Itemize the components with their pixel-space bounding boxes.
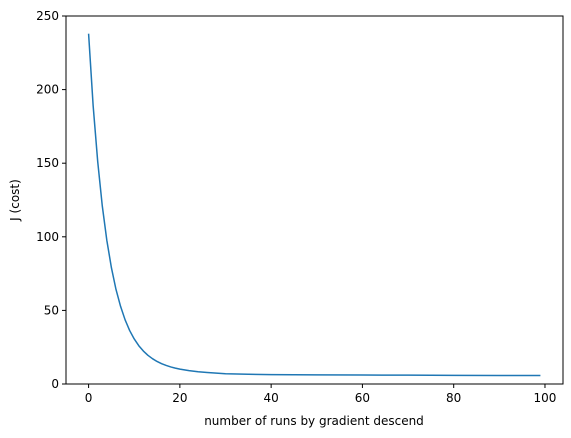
x-tick-label: 80 bbox=[446, 391, 461, 405]
y-tick-label: 250 bbox=[36, 9, 59, 23]
y-axis-label: J (cost) bbox=[8, 179, 22, 222]
y-tick-label: 150 bbox=[36, 156, 59, 170]
y-tick-label: 50 bbox=[44, 303, 59, 317]
y-tick-label: 100 bbox=[36, 230, 59, 244]
x-tick-label: 20 bbox=[172, 391, 187, 405]
x-tick-label: 100 bbox=[534, 391, 557, 405]
series-line-0 bbox=[87, 33, 541, 377]
x-tick-label: 60 bbox=[355, 391, 370, 405]
x-axis: 0 20 40 60 80 100 bbox=[85, 384, 557, 405]
y-tick-label: 200 bbox=[36, 83, 59, 97]
x-tick-label: 40 bbox=[264, 391, 279, 405]
x-tick-label: 0 bbox=[85, 391, 93, 405]
x-axis-label: number of runs by gradient descend bbox=[204, 414, 424, 428]
y-tick-label: 0 bbox=[51, 377, 59, 391]
plot-area bbox=[87, 33, 541, 377]
y-axis: 0 50 100 150 200 250 bbox=[36, 9, 66, 391]
plot-frame bbox=[65, 15, 564, 385]
